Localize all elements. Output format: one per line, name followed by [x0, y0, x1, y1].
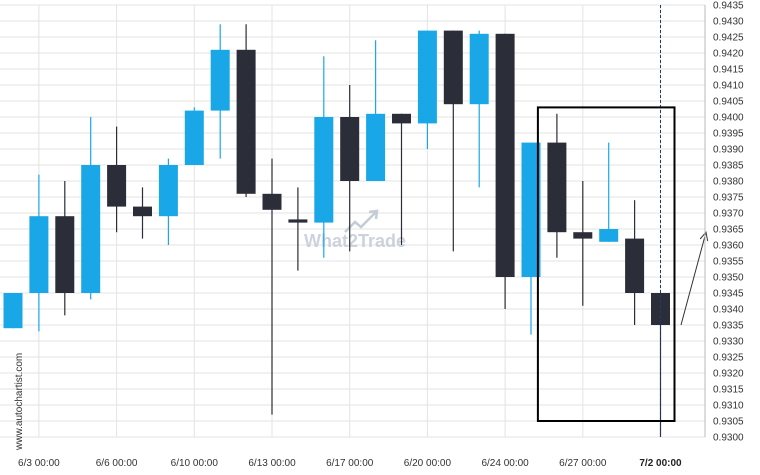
x-tick-label: 6/20 00:00	[404, 458, 452, 469]
candle-body	[3, 293, 23, 329]
y-tick-label: 0.9405	[713, 97, 744, 108]
candle	[184, 107, 204, 165]
x-tick-label: 6/13 00:00	[248, 458, 296, 469]
candle	[521, 142, 541, 335]
candle	[29, 174, 49, 332]
candle	[469, 30, 489, 188]
candle-body	[417, 30, 437, 124]
candle-body	[366, 113, 386, 181]
y-tick-label: 0.9380	[713, 177, 744, 188]
x-tick-label: 6/6 00:00	[96, 458, 138, 469]
y-tick-label: 0.9425	[713, 33, 744, 44]
forecast-arrow	[680, 232, 707, 326]
candle-body	[288, 219, 308, 223]
candle-body	[29, 216, 49, 293]
y-tick-label: 0.9390	[713, 145, 744, 156]
y-tick-label: 0.9375	[713, 193, 744, 204]
candle-body	[81, 165, 101, 293]
candle	[133, 187, 152, 239]
candle-body	[236, 49, 256, 194]
candle	[573, 181, 593, 306]
candle-body	[547, 142, 567, 233]
candle	[599, 142, 619, 242]
candle	[236, 24, 256, 197]
y-tick-label: 0.9385	[713, 161, 744, 172]
candle-body	[443, 30, 463, 105]
y-tick-label: 0.9410	[713, 81, 744, 92]
y-tick-label: 0.9415	[713, 65, 744, 76]
candle-body	[314, 117, 334, 223]
y-tick-label: 0.9300	[713, 433, 744, 444]
candle-body	[599, 229, 619, 242]
candle	[288, 187, 308, 271]
candle	[443, 30, 463, 252]
candle	[314, 56, 334, 258]
candle	[210, 24, 230, 159]
candle-body	[469, 33, 489, 105]
candle-body	[133, 206, 152, 217]
y-tick-label: 0.9305	[713, 417, 744, 428]
y-tick-label: 0.9435	[713, 1, 744, 12]
y-tick-label: 0.9400	[713, 113, 744, 124]
x-tick-label: 6/27 00:00	[559, 458, 607, 469]
y-tick-label: 0.9430	[713, 17, 744, 28]
y-tick-label: 0.9335	[713, 321, 744, 332]
candle-body	[573, 232, 593, 239]
x-tick-label: 6/3 00:00	[18, 458, 60, 469]
y-tick-label: 0.9320	[713, 369, 744, 380]
y-tick-label: 0.9365	[713, 225, 744, 236]
candle	[55, 181, 75, 316]
y-tick-label: 0.9355	[713, 257, 744, 268]
x-axis: 6/3 00:00 6/6 00:00 6/10 00:00 6/13 00:00 6/…	[18, 458, 682, 469]
pattern-overlay	[536, 5, 709, 437]
candle-body	[262, 193, 282, 210]
candle-body	[495, 33, 515, 277]
y-axis: 0.9300 0.9305 0.9310 0.9315 0.9320 0.9325 0.93…	[704, 1, 744, 444]
candle	[625, 200, 645, 325]
watermark-text: What2Trade	[304, 231, 406, 251]
y-tick-label: 0.9325	[713, 353, 744, 364]
candle	[366, 40, 386, 181]
candlesticks	[3, 24, 670, 437]
forecast-arrow-head	[699, 231, 709, 242]
y-tick-label: 0.9310	[713, 401, 744, 412]
candle	[262, 158, 282, 415]
candle-body	[392, 113, 411, 124]
candle-body	[651, 293, 670, 325]
candle	[392, 113, 411, 245]
x-tick-label: 7/2 00:00	[639, 458, 682, 469]
x-tick-label: 6/17 00:00	[326, 458, 374, 469]
candle	[417, 30, 437, 149]
candle	[495, 33, 515, 309]
grid-lines	[0, 4, 705, 438]
source-label: www.autochartist.com	[14, 353, 25, 451]
candle-body	[625, 238, 645, 293]
y-tick-label: 0.9350	[713, 273, 744, 284]
y-tick-label: 0.9345	[713, 289, 744, 300]
y-tick-label: 0.9370	[713, 209, 744, 220]
candle	[547, 113, 567, 258]
y-tick-label: 0.9395	[713, 129, 744, 140]
candle-body	[107, 165, 127, 207]
candle	[3, 293, 23, 329]
y-tick-label: 0.9420	[713, 49, 744, 60]
y-tick-label: 0.9340	[713, 305, 744, 316]
candle-body	[340, 117, 360, 181]
pattern-box	[536, 106, 676, 423]
y-tick-label: 0.9315	[713, 385, 744, 396]
candle-body	[55, 216, 75, 293]
y-tick-label: 0.9360	[713, 241, 744, 252]
x-tick-label: 6/24 00:00	[481, 458, 529, 469]
y-tick-label: 0.9330	[713, 337, 744, 348]
candle	[81, 117, 101, 300]
candle	[340, 85, 360, 252]
candle-body	[521, 142, 541, 277]
candle	[158, 158, 178, 245]
candle-body	[158, 165, 178, 217]
candle-body	[184, 110, 204, 165]
candle	[107, 126, 127, 233]
candle-body	[210, 49, 230, 111]
x-tick-label: 6/10 00:00	[171, 458, 219, 469]
